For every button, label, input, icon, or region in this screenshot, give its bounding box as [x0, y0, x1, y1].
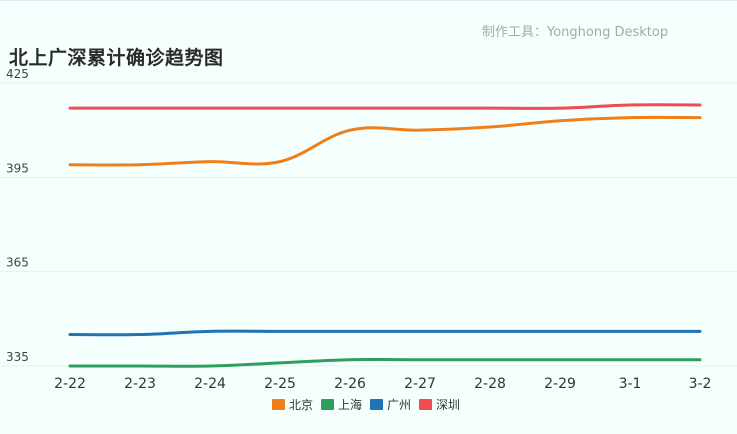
series-line-2	[68, 357, 702, 368]
legend-label: 广州	[387, 398, 411, 412]
chart-title: 北上广深累计确诊趋势图	[9, 47, 224, 69]
legend-label: 上海	[338, 397, 362, 412]
credit-text: 制作工具：Yonghong Desktop	[482, 25, 669, 40]
legend-label: 深圳	[436, 398, 460, 412]
legend-item[interactable]: 北京	[272, 398, 313, 412]
x-axis: 2-22 2-23 2-24 2-25 2-26 2-27 2-28 2-29 3-1 3-2	[54, 376, 711, 392]
legend-swatch	[370, 399, 383, 410]
x-tick-label: 2-26	[334, 376, 366, 392]
y-axis: 335 365 395 425	[6, 67, 29, 364]
legend-swatch	[272, 399, 285, 410]
x-tick-label: 2-25	[264, 376, 296, 392]
y-tick-label: 395	[6, 161, 29, 175]
x-tick-label: 3-1	[619, 376, 642, 392]
x-tick-label: 3-2	[689, 376, 712, 392]
legend-swatch	[419, 399, 432, 410]
y-tick-label: 365	[6, 256, 29, 270]
x-tick-label: 2-23	[124, 376, 156, 392]
series-line-3	[68, 329, 702, 337]
legend-item[interactable]: 深圳	[419, 398, 460, 412]
y-tick-label: 335	[6, 350, 29, 364]
legend-item[interactable]: 上海	[321, 397, 362, 412]
x-tick-label: 2-27	[404, 376, 436, 392]
x-tick-label: 2-28	[474, 376, 506, 392]
grid-lines	[0, 82, 737, 367]
legend-label: 北京	[289, 398, 313, 412]
series-lines	[68, 103, 702, 368]
x-tick-label: 2-29	[544, 376, 576, 392]
series-line-1	[68, 115, 702, 167]
x-tick-label: 2-22	[54, 376, 86, 392]
y-tick-label: 425	[6, 67, 29, 81]
x-tick-label: 2-24	[194, 376, 226, 392]
legend-item[interactable]: 广州	[370, 398, 411, 412]
legend-swatch	[321, 399, 334, 410]
legend[interactable]: 北京 上海 广州 深圳	[272, 397, 460, 412]
series-line-4	[68, 103, 702, 110]
